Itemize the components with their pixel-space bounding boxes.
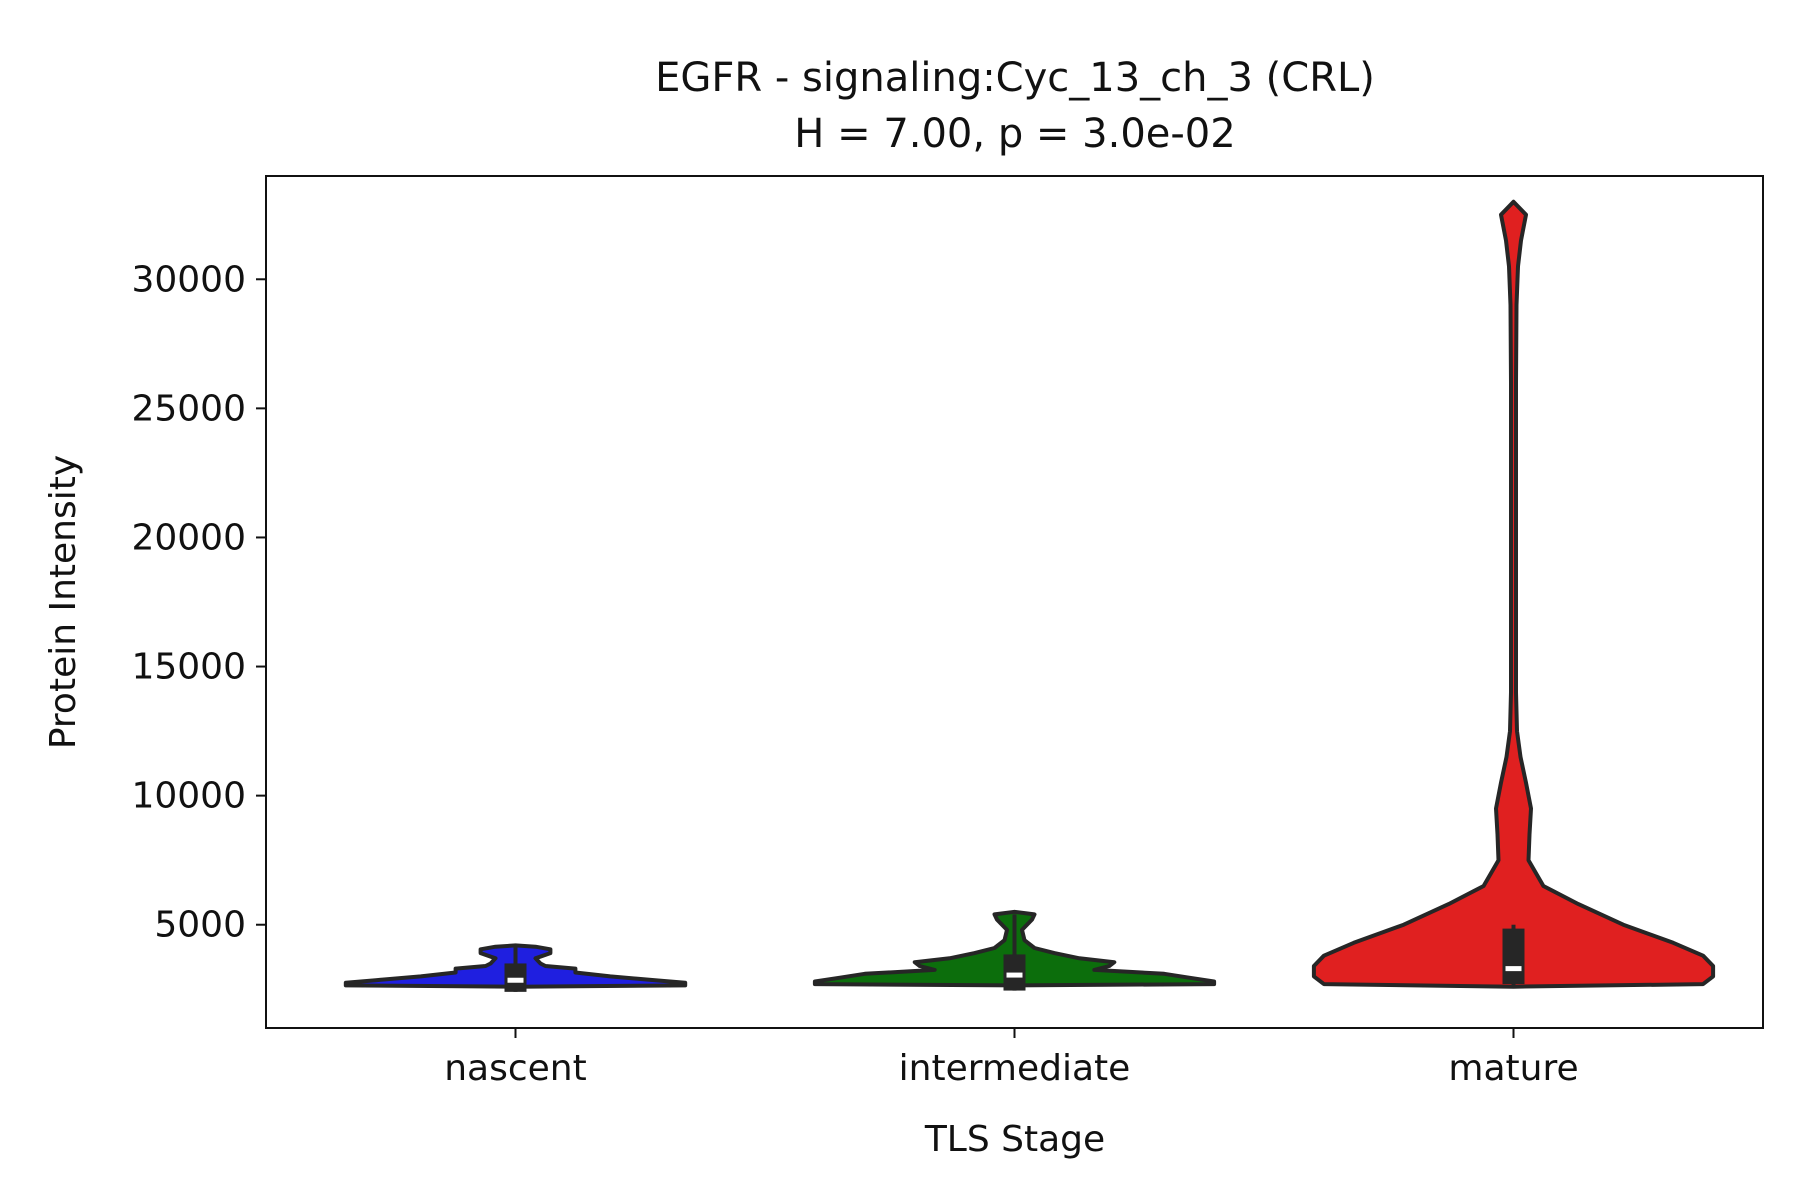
y-tick-label: 20000 xyxy=(131,517,246,558)
violin-body-mature xyxy=(1311,199,1716,989)
y-axis-label: Protein Intensity xyxy=(43,455,84,749)
iqr-box-intermediate xyxy=(1003,954,1026,991)
iqr-box-mature xyxy=(1502,928,1525,985)
x-tick-label-intermediate: intermediate xyxy=(899,1048,1131,1089)
x-tick-label-nascent: nascent xyxy=(444,1048,587,1089)
plot-area xyxy=(343,199,1716,992)
x-axis-ticks: nascent intermediate mature xyxy=(444,1028,1579,1089)
y-tick-label: 10000 xyxy=(131,776,246,817)
y-axis-ticks: 5000 10000 15000 20000 25000 30000 xyxy=(131,259,266,946)
x-tick-label-mature: mature xyxy=(1448,1048,1578,1089)
iqr-box-nascent xyxy=(504,963,527,992)
x-axis-label: TLS Stage xyxy=(924,1119,1105,1160)
median-marker-nascent xyxy=(507,977,524,983)
y-tick-label: 5000 xyxy=(154,905,246,946)
y-tick-label: 30000 xyxy=(131,259,246,300)
chart-subtitle: H = 7.00, p = 3.0e-02 xyxy=(794,111,1235,157)
y-tick-label: 25000 xyxy=(131,388,246,429)
y-tick-label: 15000 xyxy=(131,647,246,688)
chart-title: EGFR - signaling:Cyc_13_ch_3 (CRL) xyxy=(655,55,1375,101)
median-marker-intermediate xyxy=(1006,972,1023,978)
median-marker-mature xyxy=(1505,966,1522,972)
